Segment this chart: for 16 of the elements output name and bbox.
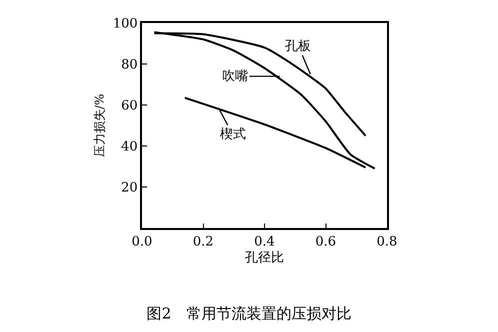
y-tick-label: 40 [121,140,138,155]
x-tick-label: 0.8 [376,234,398,250]
y-tick-label: 80 [121,58,138,73]
x-tick-label: 0.4 [254,234,275,250]
y-axis-title: 压力损失/% [92,94,107,158]
text: 图2 常用节流装置的压损对比 [146,304,352,323]
y-tick-label: 20 [121,180,138,196]
y-tick-label: 100 [112,16,138,32]
x-axis-title: 孔径比 [245,250,284,266]
annotation: 楔式 [220,127,246,142]
annotation: 吹嘴 [222,69,248,84]
annotation: 孔板 [285,39,311,54]
x-tick-label: 0.0 [132,234,152,250]
x-tick-label: 0.2 [192,234,214,250]
x-tick-label: 0.6 [315,234,336,250]
y-tick-label: 60 [121,98,138,114]
